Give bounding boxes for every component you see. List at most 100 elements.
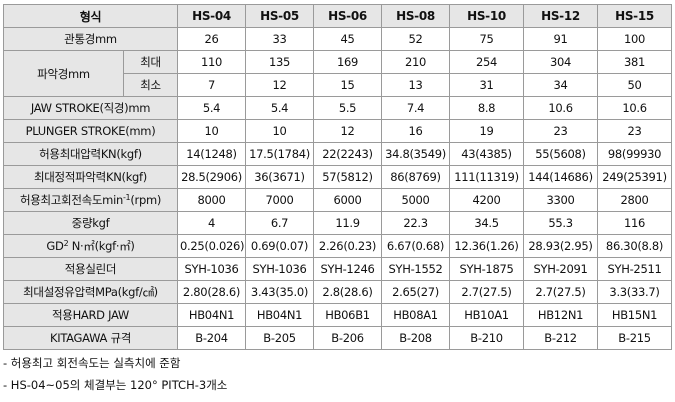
table-row: 최소 7 12 15 13 31 34 50 bbox=[4, 73, 673, 97]
model-header: HS-12 bbox=[523, 4, 599, 28]
table-row: 최대설정유압력MPa(kgf/㎠) 2.80(28.6) 3.43(35.0) … bbox=[2, 280, 673, 304]
table-cell: 28.93(2.95) bbox=[523, 234, 599, 258]
table-cell: B-208 bbox=[381, 326, 451, 350]
table-cell: HB10A1 bbox=[449, 303, 525, 327]
table-cell: 22(2243) bbox=[313, 142, 383, 166]
label-superscript: -1 bbox=[122, 193, 131, 202]
label-text: 허용최고회전속도min bbox=[19, 193, 123, 207]
table-cell: 8000 bbox=[177, 188, 247, 212]
table-cell: 43(4385) bbox=[449, 142, 525, 166]
row-label: 허용최고회전속도min-1(rpm) bbox=[2, 188, 179, 212]
table-row: 중량kgf 4 6.7 11.9 22.3 34.5 55.3 116 bbox=[2, 211, 673, 235]
table-cell: 0.25(0.026) bbox=[177, 234, 247, 258]
header-type-label: 형식 bbox=[2, 4, 179, 28]
table-row: 적용실린더 SYH-1036 SYH-1036 SYH-1246 SYH-155… bbox=[2, 257, 673, 281]
table-cell: 5000 bbox=[381, 188, 451, 212]
table-cell: B-215 bbox=[597, 326, 673, 350]
table-cell: 52 bbox=[381, 27, 451, 51]
table-cell: 28.5(2906) bbox=[177, 165, 247, 189]
table-cell: 381 bbox=[597, 50, 673, 74]
table-cell: 4200 bbox=[449, 188, 525, 212]
table-cell: 6.67(0.68) bbox=[381, 234, 451, 258]
table-cell: 86(8769) bbox=[381, 165, 451, 189]
table-cell: 100 bbox=[597, 27, 673, 51]
row-label: PLUNGER STROKE(mm) bbox=[2, 119, 179, 143]
table-row: 허용최고회전속도min-1(rpm) 8000 7000 6000 5000 4… bbox=[2, 188, 673, 212]
table-cell: 8.8 bbox=[449, 96, 525, 120]
table-row: 허용최대압력KN(kgf) 14(1248) 17.5(1784) 22(224… bbox=[2, 142, 673, 166]
row-label: 최대정적파악력KN(kgf) bbox=[2, 165, 179, 189]
row-label: KITAGAWA 규격 bbox=[2, 326, 179, 350]
table-cell: 17.5(1784) bbox=[245, 142, 315, 166]
label-text: N·㎡(kgf·㎡) bbox=[68, 239, 135, 253]
table-cell: SYH-2511 bbox=[597, 257, 673, 281]
table-cell: 249(25391) bbox=[597, 165, 673, 189]
header-row: 형식 HS-04 HS-05 HS-06 HS-08 HS-10 HS-12 H… bbox=[2, 4, 673, 28]
table-cell: 2.65(27) bbox=[381, 280, 451, 304]
row-label: 관통경mm bbox=[2, 27, 179, 51]
table-cell: SYH-1875 bbox=[449, 257, 525, 281]
table-cell: 2.7(27.5) bbox=[523, 280, 599, 304]
table-cell: SYH-2091 bbox=[523, 257, 599, 281]
table-cell: 34.5 bbox=[449, 211, 525, 235]
table-cell: 23 bbox=[597, 119, 673, 143]
table-row: PLUNGER STROKE(mm) 10 10 12 16 19 23 23 bbox=[2, 119, 673, 143]
label-text: (rpm) bbox=[130, 193, 162, 207]
table-cell: 2.80(28.6) bbox=[177, 280, 247, 304]
table-cell: 31 bbox=[449, 73, 525, 97]
row-label: 중량kgf bbox=[2, 211, 179, 235]
row-label: 적용HARD JAW bbox=[2, 303, 179, 327]
table-cell: 135 bbox=[245, 50, 315, 74]
spec-table: 형식 HS-04 HS-05 HS-06 HS-08 HS-10 HS-12 H… bbox=[2, 4, 673, 350]
row-label: 허용최대압력KN(kgf) bbox=[2, 142, 179, 166]
table-cell: 15 bbox=[313, 73, 383, 97]
footnote: - HS-04~05의 체결부는 120° PITCH-3개소 bbox=[3, 378, 228, 392]
table-cell: B-205 bbox=[245, 326, 315, 350]
table-cell: 116 bbox=[597, 211, 673, 235]
table-cell: 10.6 bbox=[597, 96, 673, 120]
table-cell: 6.7 bbox=[245, 211, 315, 235]
table-cell: 210 bbox=[381, 50, 451, 74]
table-cell: 10 bbox=[177, 119, 247, 143]
table-cell: SYH-1036 bbox=[245, 257, 315, 281]
table-cell: 55.3 bbox=[523, 211, 599, 235]
table-cell: 3.3(33.7) bbox=[597, 280, 673, 304]
table-cell: HB15N1 bbox=[597, 303, 673, 327]
table-cell: 304 bbox=[523, 50, 599, 74]
table-cell: 75 bbox=[449, 27, 525, 51]
table-cell: 26 bbox=[177, 27, 247, 51]
row-label: GD2 N·㎡(kgf·㎡) bbox=[2, 234, 179, 258]
table-row: GD2 N·㎡(kgf·㎡) 0.25(0.026) 0.69(0.07) 2.… bbox=[2, 234, 673, 258]
table-cell: SYH-1552 bbox=[381, 257, 451, 281]
table-cell: 16 bbox=[381, 119, 451, 143]
table-cell: 22.3 bbox=[381, 211, 451, 235]
table-cell: 34.8(3549) bbox=[381, 142, 451, 166]
table-cell: 144(14686) bbox=[523, 165, 599, 189]
table-row: 적용HARD JAW HB04N1 HB04N1 HB06B1 HB08A1 H… bbox=[2, 303, 673, 327]
table-cell: 3.43(35.0) bbox=[245, 280, 315, 304]
table-cell: 7 bbox=[177, 73, 247, 97]
table-cell: 5.5 bbox=[313, 96, 383, 120]
table-cell: 12 bbox=[313, 119, 383, 143]
table-cell: 11.9 bbox=[313, 211, 383, 235]
table-cell: 111(11319) bbox=[449, 165, 525, 189]
table-cell: HB12N1 bbox=[523, 303, 599, 327]
table-cell: SYH-1036 bbox=[177, 257, 247, 281]
table-cell: 6000 bbox=[313, 188, 383, 212]
table-row: JAW STROKE(직경)mm 5.4 5.4 5.5 7.4 8.8 10.… bbox=[2, 96, 673, 120]
table-cell: 23 bbox=[523, 119, 599, 143]
table-cell: 91 bbox=[523, 27, 599, 51]
table-cell: 2.8(28.6) bbox=[313, 280, 383, 304]
row-label: JAW STROKE(직경)mm bbox=[2, 96, 179, 120]
footnotes: - 허용최고 회전속도는 실측치에 준함 - HS-04~05의 체결부는 12… bbox=[3, 352, 227, 396]
table-cell: 169 bbox=[313, 50, 383, 74]
table-cell: HB06B1 bbox=[313, 303, 383, 327]
table-cell: 2.7(27.5) bbox=[449, 280, 525, 304]
model-header: HS-10 bbox=[449, 4, 525, 28]
table-cell: 4 bbox=[177, 211, 247, 235]
table-cell: B-212 bbox=[523, 326, 599, 350]
label-superscript: 2 bbox=[63, 239, 69, 248]
table-cell: B-206 bbox=[313, 326, 383, 350]
sub-label: 최소 bbox=[122, 73, 179, 97]
